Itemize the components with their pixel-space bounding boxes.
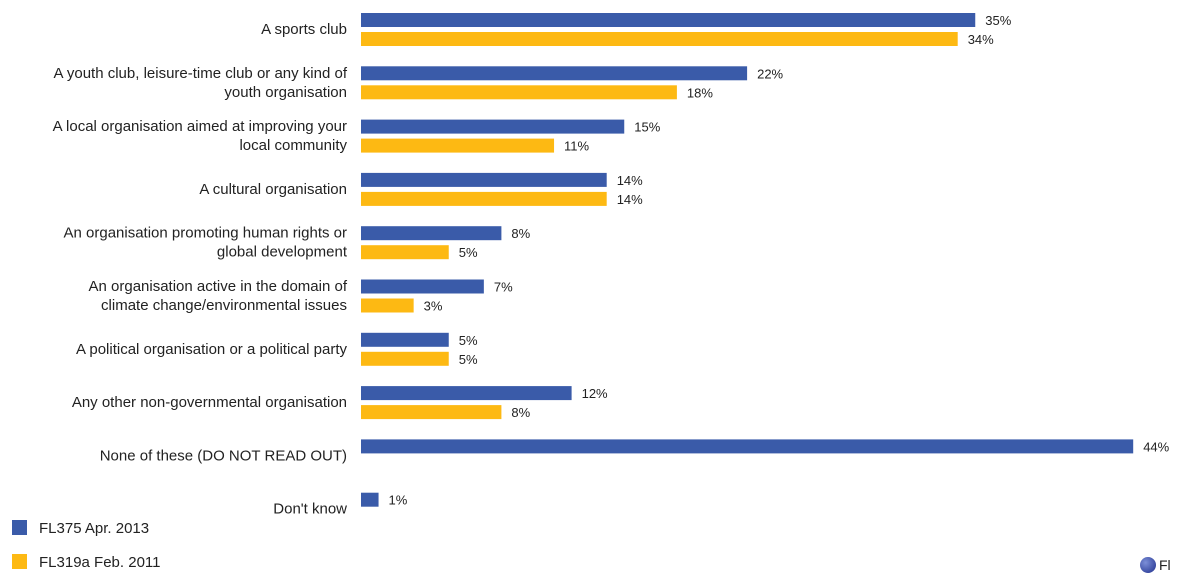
bar-2011 xyxy=(361,351,449,366)
bar-2011 xyxy=(361,32,958,46)
category-label: A sports club xyxy=(261,21,347,38)
value-label-2013: 44% xyxy=(1143,439,1169,454)
globe-icon xyxy=(1140,557,1156,573)
category-label-line: local community xyxy=(239,137,347,154)
bar-2013 xyxy=(361,279,484,294)
category-label-line: A sports club xyxy=(261,21,347,38)
bar-2013 xyxy=(361,66,748,81)
legend-swatch-2011 xyxy=(12,554,27,569)
bar-2013 xyxy=(361,439,1134,454)
bar-2011 xyxy=(361,245,449,260)
legend-label-2011: FL319a Feb. 2011 xyxy=(39,554,161,571)
value-label-2013: 14% xyxy=(617,173,643,188)
category-label: Don't know xyxy=(273,501,347,518)
value-label-2013: 15% xyxy=(634,120,660,135)
category-label-line: A local organisation aimed at improving … xyxy=(53,118,347,135)
category-label: A local organisation aimed at improving … xyxy=(53,118,348,154)
value-label-2013: 22% xyxy=(757,66,783,81)
logo-text: Fl xyxy=(1159,557,1171,573)
category-label-line: Any other non-governmental organisation xyxy=(72,394,347,411)
category-label-line: None of these (DO NOT READ OUT) xyxy=(100,447,347,464)
category-label-line: global development xyxy=(217,244,348,261)
bar-2011 xyxy=(361,405,502,420)
bar-2013 xyxy=(361,13,976,27)
value-label-2013: 7% xyxy=(494,280,513,295)
category-label: None of these (DO NOT READ OUT) xyxy=(100,447,347,464)
logo: Fl xyxy=(1140,556,1171,574)
category-label-line: climate change/environmental issues xyxy=(101,297,347,314)
category-label-line: An organisation active in the domain of xyxy=(89,278,348,295)
value-label-2013: 5% xyxy=(459,333,478,348)
bar-2013 xyxy=(361,172,607,187)
category-label-line: A political organisation or a political … xyxy=(76,341,347,358)
category-label-line: youth organisation xyxy=(224,84,347,101)
legend-item-2011: FL319a Feb. 2011 xyxy=(12,554,160,572)
category-label-line: An organisation promoting human rights o… xyxy=(64,225,348,242)
bar-2013 xyxy=(361,332,449,347)
category-label-line: A youth club, leisure-time club or any k… xyxy=(54,65,348,82)
legend-label-2013: FL375 Apr. 2013 xyxy=(39,520,150,537)
bars-layer xyxy=(361,13,1134,507)
category-label: A political organisation or a political … xyxy=(76,341,347,358)
bar-2013 xyxy=(361,119,625,134)
bar-2011 xyxy=(361,85,677,100)
bar-2013 xyxy=(361,492,379,507)
value-label-2011: 18% xyxy=(687,85,713,100)
category-label-line: Don't know xyxy=(273,501,347,518)
labels-layer: A sports club 35% 34% A youth club, leisure… xyxy=(53,13,1170,518)
value-label-2013: 1% xyxy=(389,493,408,508)
legend-item-2013: FL375 Apr. 2013 xyxy=(12,520,149,538)
value-label-2013: 8% xyxy=(511,226,530,241)
bar-2011 xyxy=(361,138,555,153)
category-label: A cultural organisation xyxy=(199,181,347,198)
bar-2013 xyxy=(361,226,502,241)
category-label: An organisation promoting human rights o… xyxy=(64,225,348,261)
bar-2011 xyxy=(361,298,414,313)
value-label-2011: 11% xyxy=(564,139,589,154)
value-label-2013: 35% xyxy=(985,13,1011,28)
legend-swatch-2013 xyxy=(12,520,27,535)
category-label: A youth club, leisure-time club or any k… xyxy=(54,65,348,101)
bar-2013 xyxy=(361,386,572,401)
category-label: Any other non-governmental organisation xyxy=(72,394,347,411)
value-label-2011: 5% xyxy=(459,352,478,367)
bar-2011 xyxy=(361,191,607,206)
value-label-2011: 14% xyxy=(617,192,643,207)
value-label-2011: 34% xyxy=(968,32,994,47)
value-label-2011: 5% xyxy=(459,245,478,260)
value-label-2011: 3% xyxy=(424,299,443,314)
value-label-2011: 8% xyxy=(511,405,530,420)
category-label: An organisation active in the domain of c… xyxy=(89,278,348,314)
category-label-line: A cultural organisation xyxy=(199,181,347,198)
value-label-2013: 12% xyxy=(582,386,608,401)
